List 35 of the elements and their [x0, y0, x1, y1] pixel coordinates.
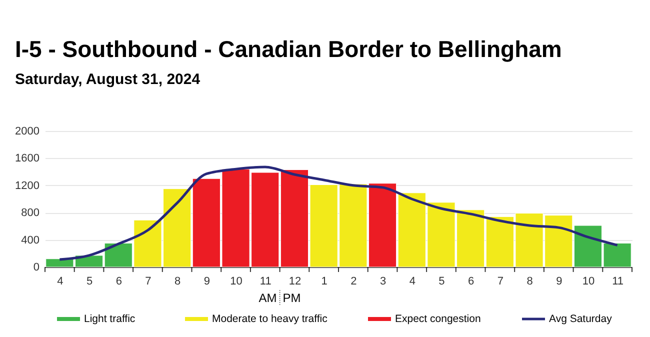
- x-tick-label: 4: [57, 276, 64, 288]
- x-tick-label: 5: [86, 276, 93, 288]
- y-tick-label: 2000: [15, 126, 40, 138]
- legend-label: Expect congestion: [395, 313, 481, 325]
- x-tick-label: 7: [497, 276, 504, 288]
- x-tick-label: 1: [321, 276, 328, 288]
- x-tick-label: 11: [612, 276, 624, 288]
- x-tick-label: 6: [116, 276, 122, 288]
- chart-title: I-5 - Southbound - Canadian Border to Bellingham: [15, 36, 562, 62]
- y-tick-label: 800: [21, 207, 40, 220]
- x-tick-label: 4: [409, 276, 416, 288]
- x-tick-label: 8: [174, 276, 181, 288]
- y-tick-label: 1200: [15, 180, 40, 192]
- text: PM: [282, 291, 301, 305]
- x-tick-label: 3: [380, 276, 386, 288]
- y-tick-label: 1600: [15, 152, 40, 165]
- x-tick-label: 9: [204, 276, 210, 288]
- x-tick-label: 8: [526, 276, 533, 288]
- line-series: [58, 166, 619, 261]
- x-tick-label: 6: [468, 276, 474, 288]
- legend-label: Moderate to heavy traffic: [212, 313, 328, 325]
- legend-label: Light traffic: [84, 313, 136, 325]
- x-tick-label: 5: [438, 276, 445, 288]
- text: AM: [258, 291, 277, 305]
- legend-label: Avg Saturday: [549, 313, 613, 325]
- y-tick-label: 0: [33, 262, 40, 274]
- x-tick-label: 2: [350, 276, 357, 288]
- y-tick-label: 400: [21, 234, 40, 246]
- chart-subtitle: Saturday, August 31, 2024: [15, 71, 201, 88]
- x-tick-label: 12: [288, 276, 302, 288]
- x-tick-label: 10: [230, 276, 242, 288]
- x-tick-label: 9: [556, 276, 562, 288]
- x-tick-label: 10: [582, 276, 595, 288]
- x-tick-label: 7: [145, 276, 152, 288]
- x-tick-label: 11: [260, 276, 272, 288]
